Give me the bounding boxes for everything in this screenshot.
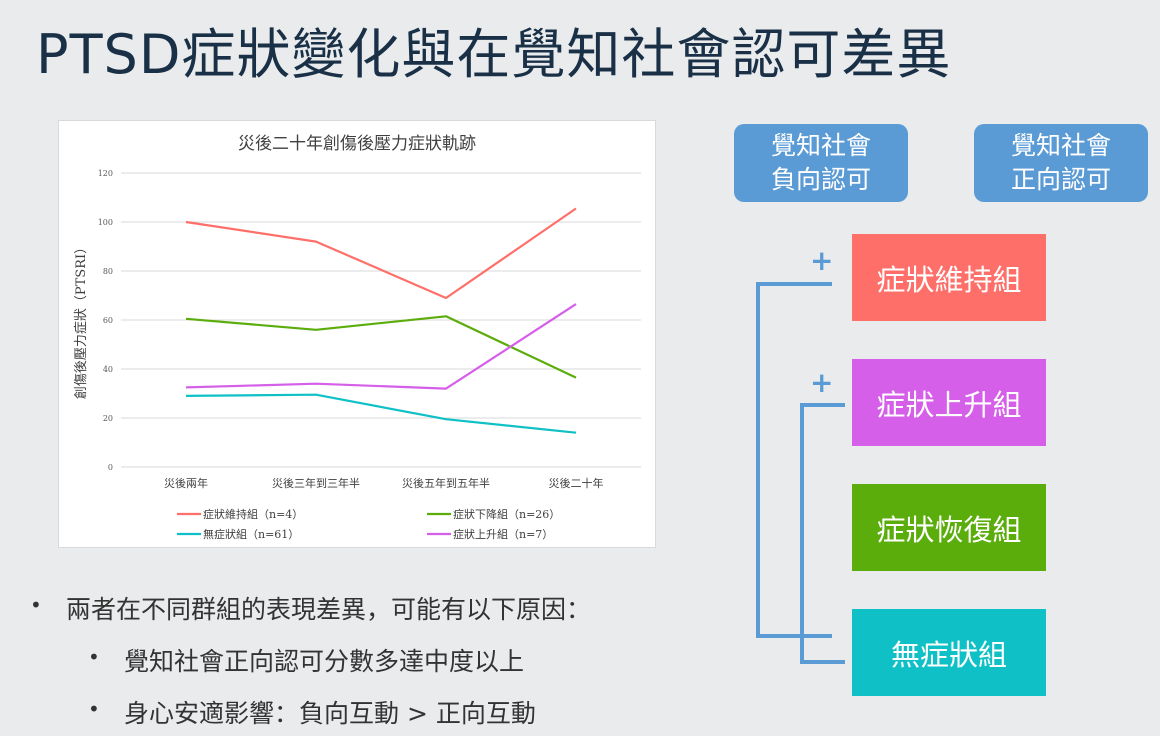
group-box-maintain: 症狀維持組 xyxy=(852,234,1046,321)
series-line xyxy=(185,303,577,390)
group-box-recovery: 症狀恢復組 xyxy=(852,484,1046,571)
pill-positive-recognition: 覺知社會 正向認可 xyxy=(974,124,1148,202)
x-tick-label: 災後三年到三年半 xyxy=(272,476,360,490)
y-tick-label: 100 xyxy=(98,218,113,227)
group-box-rising: 症狀上升組 xyxy=(852,359,1046,446)
x-tick-label: 災後兩年 xyxy=(164,476,208,490)
pill-negative-recognition: 覺知社會 負向認可 xyxy=(734,124,908,202)
y-tick-label: 20 xyxy=(103,414,113,423)
plus-sign-rising: + xyxy=(810,366,834,399)
y-tick-label: 60 xyxy=(103,316,113,325)
legend-label: 症狀下降組（n=26） xyxy=(453,507,560,521)
legend-label: 症狀上升組（n=7） xyxy=(453,527,553,541)
bullet-text: 兩者在不同群組的表現差異，可能有以下原因： xyxy=(66,595,592,624)
series-line xyxy=(185,207,577,300)
legend-label: 無症狀組（n=61） xyxy=(203,527,299,541)
y-tick-label: 120 xyxy=(98,169,113,178)
bullet-text: 覺知社會正向認可分數多達中度以上 xyxy=(124,647,525,676)
bullet-text: 身心安適影響：負向互動 > 正向互動 xyxy=(124,699,536,728)
bracket-rising-asymptomatic xyxy=(800,403,845,664)
series-line xyxy=(185,393,577,434)
group-label: 症狀恢復組 xyxy=(876,512,1022,547)
bullet-dot: • xyxy=(88,645,100,669)
plus-sign-maintain: + xyxy=(810,244,834,277)
group-label: 無症狀組 xyxy=(890,637,1007,672)
group-box-asymptomatic: 無症狀組 xyxy=(852,609,1046,696)
trajectory-chart: 災後二十年創傷後壓力症狀軌跡 0 20 40 60 80 100 120 災後兩年 災後三年到三年… xyxy=(58,120,656,548)
group-label: 症狀維持組 xyxy=(876,262,1022,297)
x-tick-label: 災後五年到五年半 xyxy=(402,476,490,490)
y-tick-label: 40 xyxy=(103,365,113,374)
group-label: 症狀上升組 xyxy=(876,387,1022,422)
y-axis-label: 創傷後壓力症狀（PTSRI） xyxy=(74,241,89,399)
bullet-dot: • xyxy=(88,697,100,721)
y-tick-label: 80 xyxy=(103,267,113,276)
x-tick-label: 災後二十年 xyxy=(549,476,604,490)
chart-title: 災後二十年創傷後壓力症狀軌跡 xyxy=(238,134,476,154)
pill-line-2: 負向認可 xyxy=(770,165,871,194)
legend-label: 症狀維持組（n=4） xyxy=(203,507,303,521)
bullet-dot: • xyxy=(30,593,42,617)
slide-title: PTSD症狀變化與在覺知社會認可差異 xyxy=(36,23,952,86)
bracket-maintain-asymptomatic xyxy=(756,282,832,638)
pill-line-2: 正向認可 xyxy=(1010,165,1111,194)
chart-svg: 災後二十年創傷後壓力症狀軌跡 0 20 40 60 80 100 120 災後兩年 災後三年到三年… xyxy=(74,134,641,541)
pill-line-1: 覺知社會 xyxy=(770,131,871,160)
pill-line-1: 覺知社會 xyxy=(1010,131,1111,160)
y-tick-label: 0 xyxy=(108,463,113,472)
